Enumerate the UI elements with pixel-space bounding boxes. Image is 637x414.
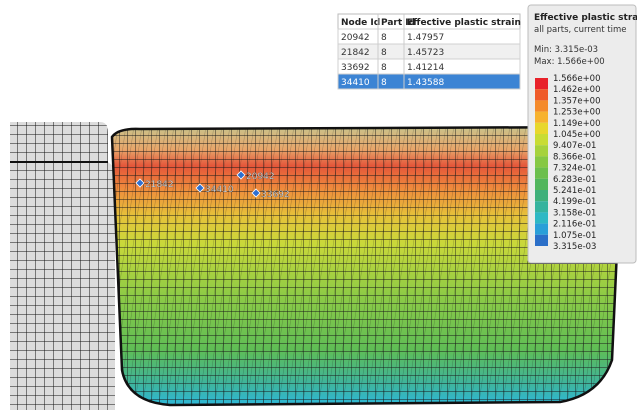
legend-label: 1.045e+00	[553, 130, 601, 140]
legend-label: 1.075e-01	[553, 231, 596, 241]
legend-label: 9.407e-01	[553, 141, 596, 151]
color-band	[535, 178, 548, 190]
legend: Effective plastic strain all parts, curre…	[527, 4, 637, 264]
table-cell: 1.41214	[407, 63, 444, 73]
color-band	[535, 100, 548, 112]
node-marker[interactable]	[236, 170, 246, 180]
legend-bg	[527, 4, 637, 264]
color-band	[535, 134, 548, 146]
color-band	[535, 145, 548, 157]
color-band	[535, 122, 548, 134]
node-markers: 21842 34410 20942 33692	[135, 170, 290, 200]
table-cell: 1.45723	[407, 48, 444, 58]
color-band	[535, 201, 548, 213]
node-label: 34410	[205, 185, 234, 195]
table-cell: 34410	[341, 78, 370, 88]
table-cell: 20942	[341, 33, 370, 43]
node-label: 21842	[145, 180, 174, 190]
color-band	[535, 156, 548, 168]
table-cell: 8	[381, 33, 387, 43]
legend-label: 6.283e-01	[553, 175, 596, 185]
legend-label: 1.357e+00	[553, 96, 601, 106]
color-band	[535, 234, 548, 246]
node-label: 33692	[261, 190, 290, 200]
table-row[interactable]	[337, 73, 521, 90]
legend-label: 5.241e-01	[553, 186, 596, 196]
color-band	[535, 167, 548, 179]
legend-label: 8.366e-01	[553, 152, 596, 162]
left-part	[10, 122, 115, 410]
legend-title: Effective plastic strain	[534, 13, 637, 23]
color-band	[535, 190, 548, 202]
color-band	[535, 223, 548, 235]
legend-label: 1.253e+00	[553, 108, 601, 118]
table-cell: 1.47957	[407, 33, 444, 43]
legend-min: Min: 3.315e-03	[534, 45, 598, 55]
table-cell: 8	[381, 78, 387, 88]
legend-label: 3.158e-01	[553, 208, 596, 218]
column-header: Effective plastic strain	[407, 18, 521, 28]
color-band	[535, 89, 548, 101]
column-header: Node Id	[341, 18, 380, 28]
table-cell: 21842	[341, 48, 370, 58]
color-band	[535, 212, 548, 224]
node-marker[interactable]	[135, 178, 145, 188]
node-marker[interactable]	[251, 188, 261, 198]
legend-subtitle: all parts, current time	[534, 25, 626, 35]
legend-label: 1.566e+00	[553, 74, 601, 84]
node-label: 20942	[246, 172, 275, 182]
node-marker[interactable]	[195, 183, 205, 193]
color-band	[535, 78, 548, 90]
legend-label: 3.315e-03	[553, 242, 596, 252]
table-cell: 33692	[341, 63, 370, 73]
table-cell: 1.43588	[407, 78, 444, 88]
table-cell: 8	[381, 63, 387, 73]
cup-part	[110, 125, 624, 407]
color-band	[535, 111, 548, 123]
table-cell: 8	[381, 48, 387, 58]
legend-label: 4.199e-01	[553, 197, 596, 207]
legend-label: 1.149e+00	[553, 119, 601, 129]
legend-label: 1.462e+00	[553, 85, 601, 95]
legend-label: 7.324e-01	[553, 164, 596, 174]
legend-label: 2.116e-01	[553, 220, 596, 230]
column-header: Part Id	[381, 18, 415, 28]
legend-max: Max: 1.566e+00	[534, 57, 605, 67]
